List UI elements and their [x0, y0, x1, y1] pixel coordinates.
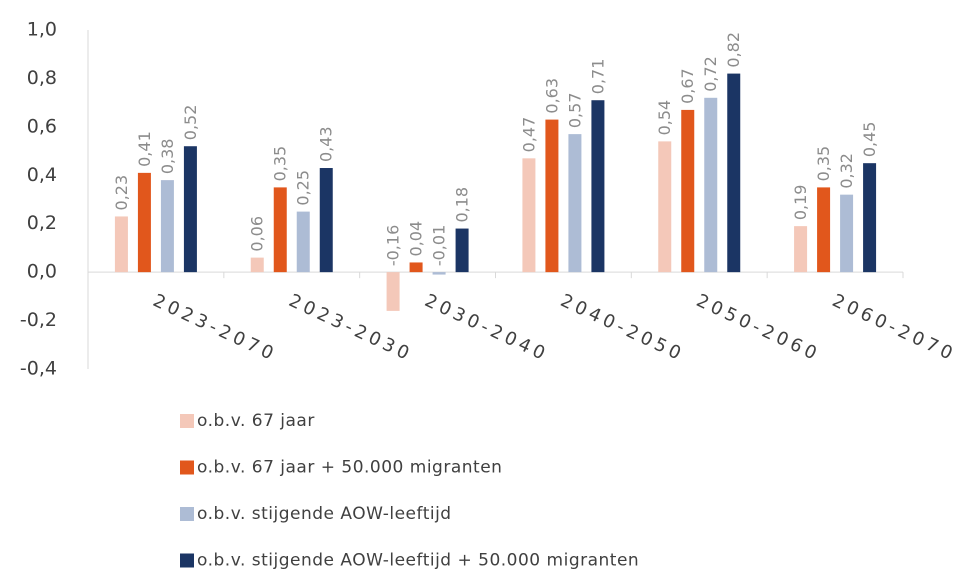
bar [681, 109, 695, 273]
data-label: 0,23 [112, 175, 131, 211]
legend-label: o.b.v. 67 jaar + 50.000 migranten [197, 458, 502, 478]
legend-swatch [180, 553, 194, 568]
bar [727, 73, 741, 273]
x-tick-label: 2050-2060 [693, 290, 823, 366]
bar [386, 272, 400, 311]
legend-swatch [180, 507, 194, 521]
data-label: 0,19 [791, 185, 810, 221]
bar [114, 216, 128, 273]
data-label: 0,47 [519, 117, 538, 153]
data-label: 0,32 [837, 153, 856, 189]
y-tick-label: 1,0 [27, 19, 57, 41]
y-tick-label: 0,2 [27, 212, 57, 234]
data-label: 0,71 [588, 59, 607, 95]
y-tick-label: -0,4 [20, 358, 57, 380]
bar [250, 257, 264, 273]
x-tick-label: 2060-2070 [829, 290, 959, 366]
data-label: 0,06 [248, 216, 267, 252]
data-label: 0,67 [678, 68, 697, 104]
data-label: 0,35 [814, 146, 833, 182]
bar [591, 100, 605, 273]
x-tick-label: 2023-2070 [150, 290, 280, 366]
data-label: 0,82 [724, 32, 743, 68]
bar [840, 194, 854, 273]
y-tick-label: 0,4 [27, 164, 57, 186]
data-label: 0,35 [271, 146, 290, 182]
bar [296, 211, 310, 273]
bar [183, 146, 197, 273]
bar [545, 119, 559, 273]
data-label: 0,41 [135, 131, 154, 167]
bar [137, 172, 151, 273]
x-tick-label: 2040-2050 [557, 290, 687, 366]
data-label: 0,54 [655, 100, 674, 136]
data-label: 0,18 [453, 187, 472, 223]
bar [568, 134, 582, 273]
y-tick-label: 0,8 [27, 67, 57, 89]
data-label: 0,52 [181, 105, 200, 141]
data-label: 0,72 [701, 56, 720, 92]
data-label: 0,43 [317, 126, 336, 162]
legend-label: o.b.v. 67 jaar [197, 411, 315, 431]
data-label: 0,57 [565, 92, 584, 128]
x-tick-label: 2030-2040 [421, 290, 551, 366]
bar [794, 226, 808, 273]
data-label: -0,16 [384, 225, 403, 266]
legend-swatch [180, 414, 194, 428]
y-tick-label: 0,6 [27, 115, 57, 137]
data-label: -0,01 [430, 225, 449, 266]
legend-label: o.b.v. stijgende AOW-leeftijd + 50.000 m… [197, 551, 639, 569]
bar [704, 97, 718, 273]
bar [817, 187, 831, 273]
bar [658, 141, 672, 273]
bar [160, 180, 174, 273]
bar [522, 158, 536, 273]
bar [432, 272, 446, 275]
bar [455, 228, 469, 273]
legend-label: o.b.v. stijgende AOW-leeftijd [197, 504, 452, 524]
data-label: 0,25 [294, 170, 313, 206]
bar [863, 163, 877, 273]
y-tick-label: 0,0 [27, 261, 57, 283]
data-label: 0,04 [407, 221, 426, 257]
bar [319, 168, 333, 273]
bar [409, 262, 423, 273]
data-label: 0,45 [860, 122, 879, 158]
legend-swatch [180, 460, 194, 475]
y-tick-label: -0,2 [20, 309, 57, 331]
bar [273, 187, 287, 273]
data-label: 0,38 [158, 139, 177, 175]
data-label: 0,63 [542, 78, 561, 114]
